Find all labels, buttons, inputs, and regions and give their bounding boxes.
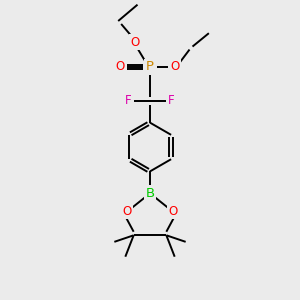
Text: O: O [169,205,178,218]
Text: B: B [146,187,154,200]
Text: F: F [168,94,175,107]
Text: P: P [146,60,154,73]
Text: O: O [122,205,131,218]
Text: O: O [116,60,125,73]
Text: O: O [130,36,139,49]
Text: O: O [170,60,179,73]
Text: F: F [125,94,132,107]
